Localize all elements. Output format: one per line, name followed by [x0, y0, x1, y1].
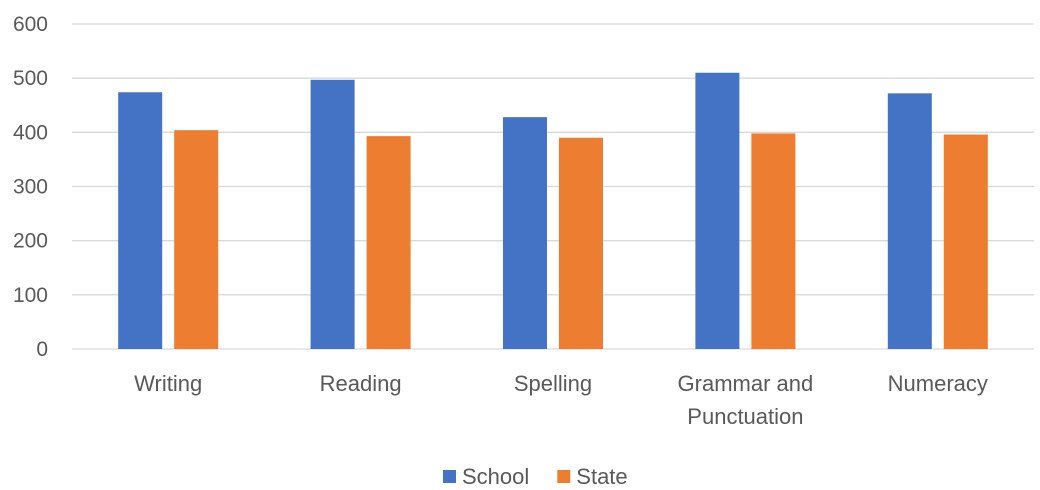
legend-label-state: State — [576, 464, 627, 489]
y-tick-label: 600 — [13, 13, 48, 36]
bar-state-1 — [366, 136, 411, 349]
y-tick-label: 400 — [13, 121, 48, 144]
bar-school-3 — [695, 72, 740, 349]
y-tick-label: 0 — [36, 338, 48, 361]
y-tick-label: 500 — [13, 67, 48, 90]
bar-state-2 — [559, 137, 603, 349]
y-tick-label: 100 — [13, 284, 48, 307]
x-tick-label: Grammar and Punctuation — [678, 371, 814, 429]
bar-school-2 — [503, 117, 547, 350]
legend-label-school: School — [462, 464, 529, 489]
gridlines — [72, 23, 1034, 350]
bar-school-0 — [118, 92, 163, 349]
bars — [118, 72, 988, 350]
y-tick-label: 200 — [13, 230, 48, 253]
legend-swatch-school — [443, 470, 456, 483]
bar-state-3 — [751, 133, 796, 349]
bar-state-0 — [174, 130, 219, 349]
bar-school-4 — [887, 93, 932, 349]
legend-swatch-state — [557, 470, 571, 483]
x-tick-label: Spelling — [514, 371, 592, 396]
x-tick-label: Numeracy — [888, 371, 988, 396]
bar-school-1 — [310, 79, 355, 350]
x-tick-label: Writing — [134, 371, 202, 396]
legend: School State — [443, 464, 628, 489]
bar-state-4 — [943, 134, 988, 349]
y-axis: 0 100 200 300 400 500 600 — [13, 13, 48, 361]
x-tick-label: Reading — [320, 371, 402, 396]
y-tick-label: 300 — [13, 176, 48, 199]
x-axis: Writing Reading Spelling Grammar and Punctua… — [134, 371, 988, 429]
